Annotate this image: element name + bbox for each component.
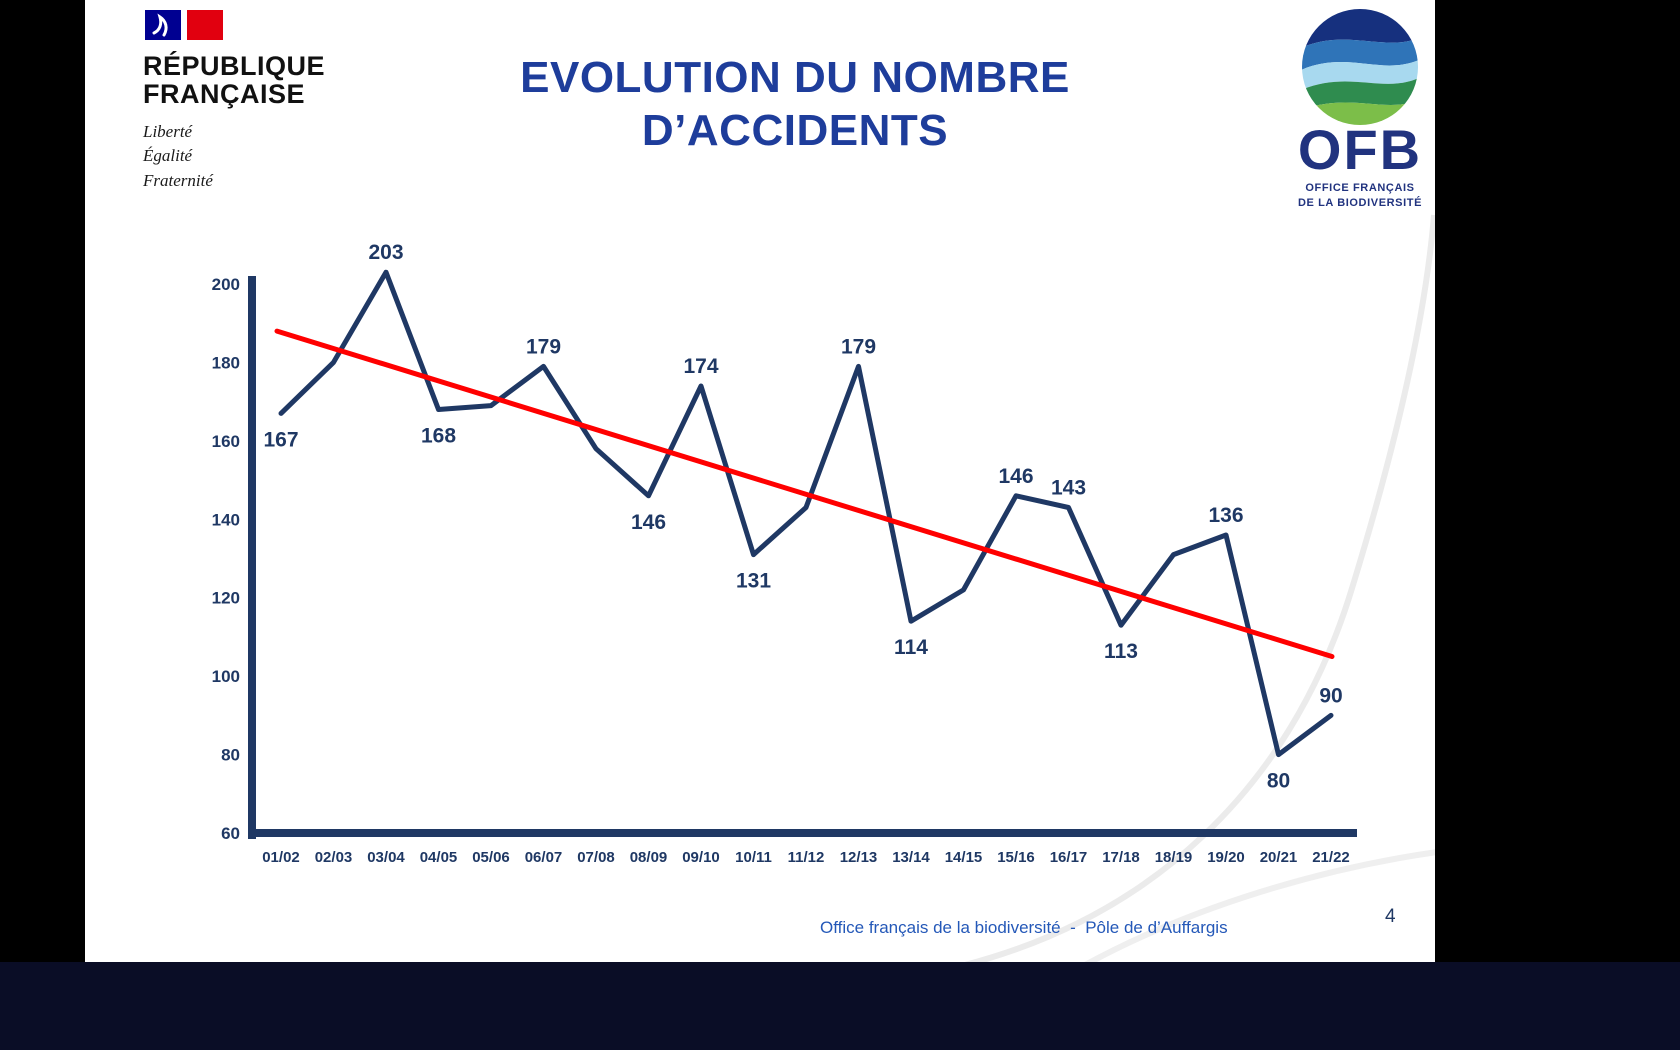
- ofb-logo-icon: [1302, 9, 1418, 125]
- republique-francaise-logo: RÉPUBLIQUE FRANÇAISE Liberté Égalité Fra…: [143, 10, 353, 194]
- svg-text:14/15: 14/15: [945, 849, 983, 866]
- motto-liberte: Liberté: [143, 121, 193, 141]
- svg-text:100: 100: [212, 667, 240, 686]
- footer-attribution: Office français de la biodiversité - Pôl…: [820, 918, 1228, 937]
- slide: RÉPUBLIQUE FRANÇAISE Liberté Égalité Fra…: [85, 0, 1435, 962]
- svg-text:19/20: 19/20: [1207, 849, 1245, 866]
- logo-motto: Liberté Égalité Fraternité: [143, 120, 353, 194]
- svg-text:90: 90: [1319, 684, 1342, 707]
- svg-text:04/05: 04/05: [420, 849, 458, 866]
- svg-text:15/16: 15/16: [997, 849, 1035, 866]
- svg-text:200: 200: [212, 275, 240, 294]
- flag-red-stripe: [187, 10, 223, 40]
- title-line-1: EVOLUTION DU NOMBRE: [520, 53, 1070, 102]
- ofb-logo: OFB OFFICE FRANÇAIS DE LA BIODIVERSITÉ: [1285, 8, 1435, 211]
- svg-text:179: 179: [841, 335, 876, 358]
- svg-text:120: 120: [212, 589, 240, 608]
- svg-text:146: 146: [998, 465, 1033, 488]
- france-flag-icon: [145, 10, 223, 40]
- flag-blue-stripe: [145, 10, 181, 40]
- svg-text:01/02: 01/02: [262, 849, 300, 866]
- svg-text:03/04: 03/04: [367, 849, 405, 866]
- svg-text:17/18: 17/18: [1102, 849, 1140, 866]
- svg-text:11/12: 11/12: [788, 849, 825, 866]
- flag-white-stripe: [181, 10, 187, 40]
- svg-text:143: 143: [1051, 477, 1086, 500]
- page-title: EVOLUTION DU NOMBRE D’ACCIDENTS: [405, 52, 1185, 158]
- bottom-band: [0, 962, 1680, 1050]
- svg-text:80: 80: [1267, 770, 1290, 793]
- svg-text:80: 80: [221, 746, 240, 765]
- svg-text:21/22: 21/22: [1312, 849, 1350, 866]
- page-number: 4: [1385, 906, 1396, 927]
- svg-text:09/10: 09/10: [682, 849, 720, 866]
- svg-text:203: 203: [368, 241, 403, 264]
- svg-text:167: 167: [263, 428, 298, 451]
- svg-text:20/21: 20/21: [1260, 849, 1298, 866]
- svg-text:06/07: 06/07: [525, 849, 563, 866]
- svg-text:113: 113: [1104, 640, 1138, 663]
- svg-text:131: 131: [736, 570, 771, 593]
- logo-francaise-text: FRANÇAISE: [143, 79, 306, 110]
- svg-text:136: 136: [1208, 504, 1243, 527]
- svg-text:140: 140: [212, 510, 240, 529]
- svg-text:16/17: 16/17: [1050, 849, 1088, 866]
- svg-text:18/19: 18/19: [1155, 849, 1193, 866]
- svg-text:07/08: 07/08: [577, 849, 615, 866]
- ofb-subtitle-line2: DE LA BIODIVERSITÉ: [1297, 196, 1423, 209]
- logo-wordmark: RÉPUBLIQUE FRANÇAISE: [143, 52, 353, 109]
- svg-text:08/09: 08/09: [630, 849, 668, 866]
- svg-text:114: 114: [894, 636, 928, 659]
- ofb-acronym: OFB: [1297, 118, 1423, 181]
- motto-fraternite: Fraternité: [143, 170, 213, 190]
- accidents-line-chart: 200 180 160 140 120 100 80 60 01/02 02/03 03/04 04/…: [212, 241, 1357, 866]
- svg-text:168: 168: [421, 425, 456, 448]
- marianne-icon: [152, 13, 168, 37]
- background-swoosh-icon: [964, 214, 1435, 962]
- svg-text:12/13: 12/13: [840, 849, 878, 866]
- svg-text:174: 174: [683, 355, 718, 378]
- ofb-subtitle-line1: OFFICE FRANÇAIS: [1305, 182, 1415, 194]
- svg-text:10/11: 10/11: [735, 849, 772, 866]
- svg-text:179: 179: [526, 335, 561, 358]
- motto-egalite: Égalité: [143, 146, 193, 166]
- svg-text:02/03: 02/03: [315, 849, 353, 866]
- svg-text:146: 146: [631, 511, 666, 534]
- title-line-2: D’ACCIDENTS: [641, 105, 949, 155]
- svg-text:13/14: 13/14: [892, 849, 930, 866]
- svg-text:160: 160: [212, 432, 240, 451]
- logo-republique-text: RÉPUBLIQUE: [143, 51, 326, 81]
- svg-text:180: 180: [212, 353, 240, 372]
- svg-text:60: 60: [221, 824, 240, 843]
- svg-text:05/06: 05/06: [472, 849, 510, 866]
